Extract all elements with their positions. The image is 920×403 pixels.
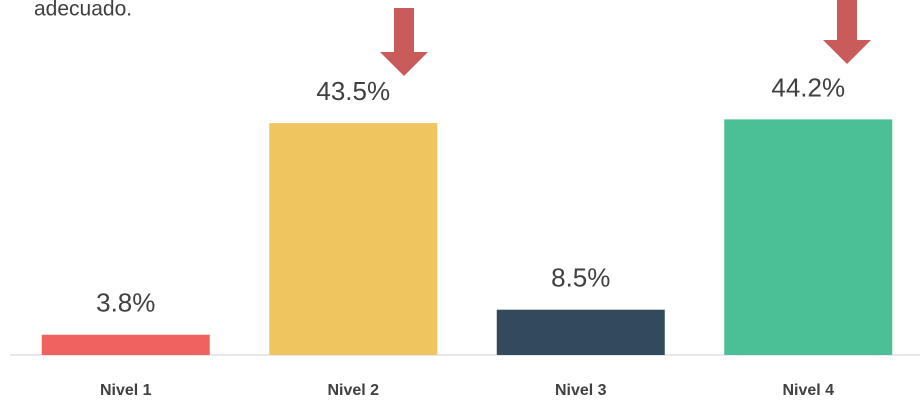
- chart-subtitle: adecuado.: [34, 0, 132, 21]
- bar: [269, 123, 438, 355]
- value-label: 8.5%: [551, 263, 610, 293]
- arrow: [380, 8, 428, 76]
- value-label: 43.5%: [316, 76, 390, 106]
- bar: [41, 334, 210, 355]
- value-label: 3.8%: [96, 288, 155, 318]
- arrow: [823, 0, 871, 64]
- x-tick-label: Nivel 1: [100, 382, 152, 399]
- bar: [724, 119, 893, 355]
- x-tick-label: Nivel 3: [555, 382, 607, 399]
- x-tick-label: Nivel 2: [327, 382, 379, 399]
- value-label: 44.2%: [771, 72, 845, 102]
- bar: [496, 309, 665, 355]
- x-tick-label: Nivel 4: [782, 382, 834, 399]
